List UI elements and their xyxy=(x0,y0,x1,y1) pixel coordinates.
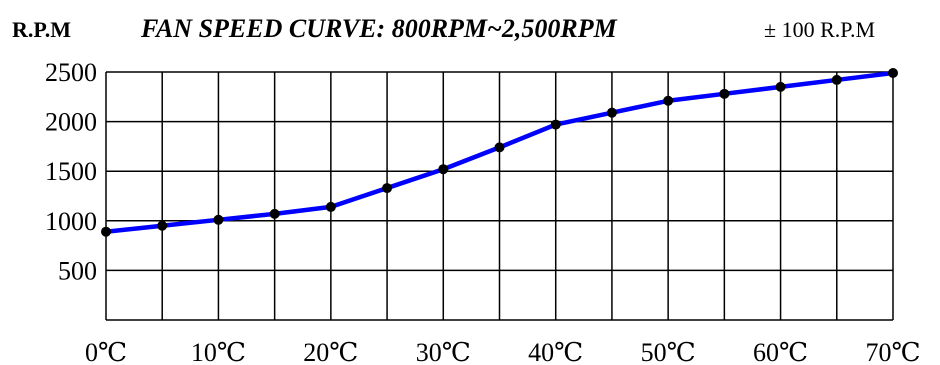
y-tick-label: 1500 xyxy=(45,157,97,186)
x-tick-label: 0℃ xyxy=(85,338,127,365)
data-point xyxy=(550,119,561,130)
data-point xyxy=(606,107,617,118)
x-tick-label: 70℃ xyxy=(865,338,920,365)
x-tick-label: 20℃ xyxy=(303,338,358,365)
data-point xyxy=(438,164,449,175)
data-point xyxy=(101,226,111,237)
x-tick-label: 10℃ xyxy=(191,338,246,365)
x-tick-label: 40℃ xyxy=(528,338,583,365)
y-tick-label: 500 xyxy=(58,256,97,285)
x-axis-ticks: 0℃ 10℃ 20℃ 30℃ 40℃ 50℃ 60℃ 70℃ xyxy=(85,338,921,365)
x-tick-label: 50℃ xyxy=(641,338,696,365)
y-tick-label: 1000 xyxy=(45,207,97,236)
data-point xyxy=(269,208,280,219)
y-tick-label: 2000 xyxy=(45,108,97,137)
tolerance-note: ± 100 R.P.M xyxy=(764,17,875,42)
chart-title: FAN SPEED CURVE: 800RPM~2,500RPM xyxy=(140,14,618,43)
data-point xyxy=(382,183,393,194)
x-tick-label: 60℃ xyxy=(753,338,808,365)
y-axis-ticks: 500 1000 1500 2000 2500 xyxy=(45,58,97,285)
data-point xyxy=(663,95,674,106)
data-point xyxy=(719,88,730,99)
series-group xyxy=(101,67,898,237)
data-point xyxy=(831,74,842,85)
data-point xyxy=(494,142,505,153)
data-point xyxy=(888,67,898,78)
chart-grid xyxy=(105,71,894,321)
data-point xyxy=(213,214,224,225)
data-point xyxy=(325,201,336,212)
x-tick-label: 30℃ xyxy=(416,338,471,365)
data-point xyxy=(775,81,786,92)
y-axis-unit-label: R.P.M xyxy=(12,17,71,42)
data-point xyxy=(157,220,168,231)
y-tick-label: 2500 xyxy=(45,58,97,87)
